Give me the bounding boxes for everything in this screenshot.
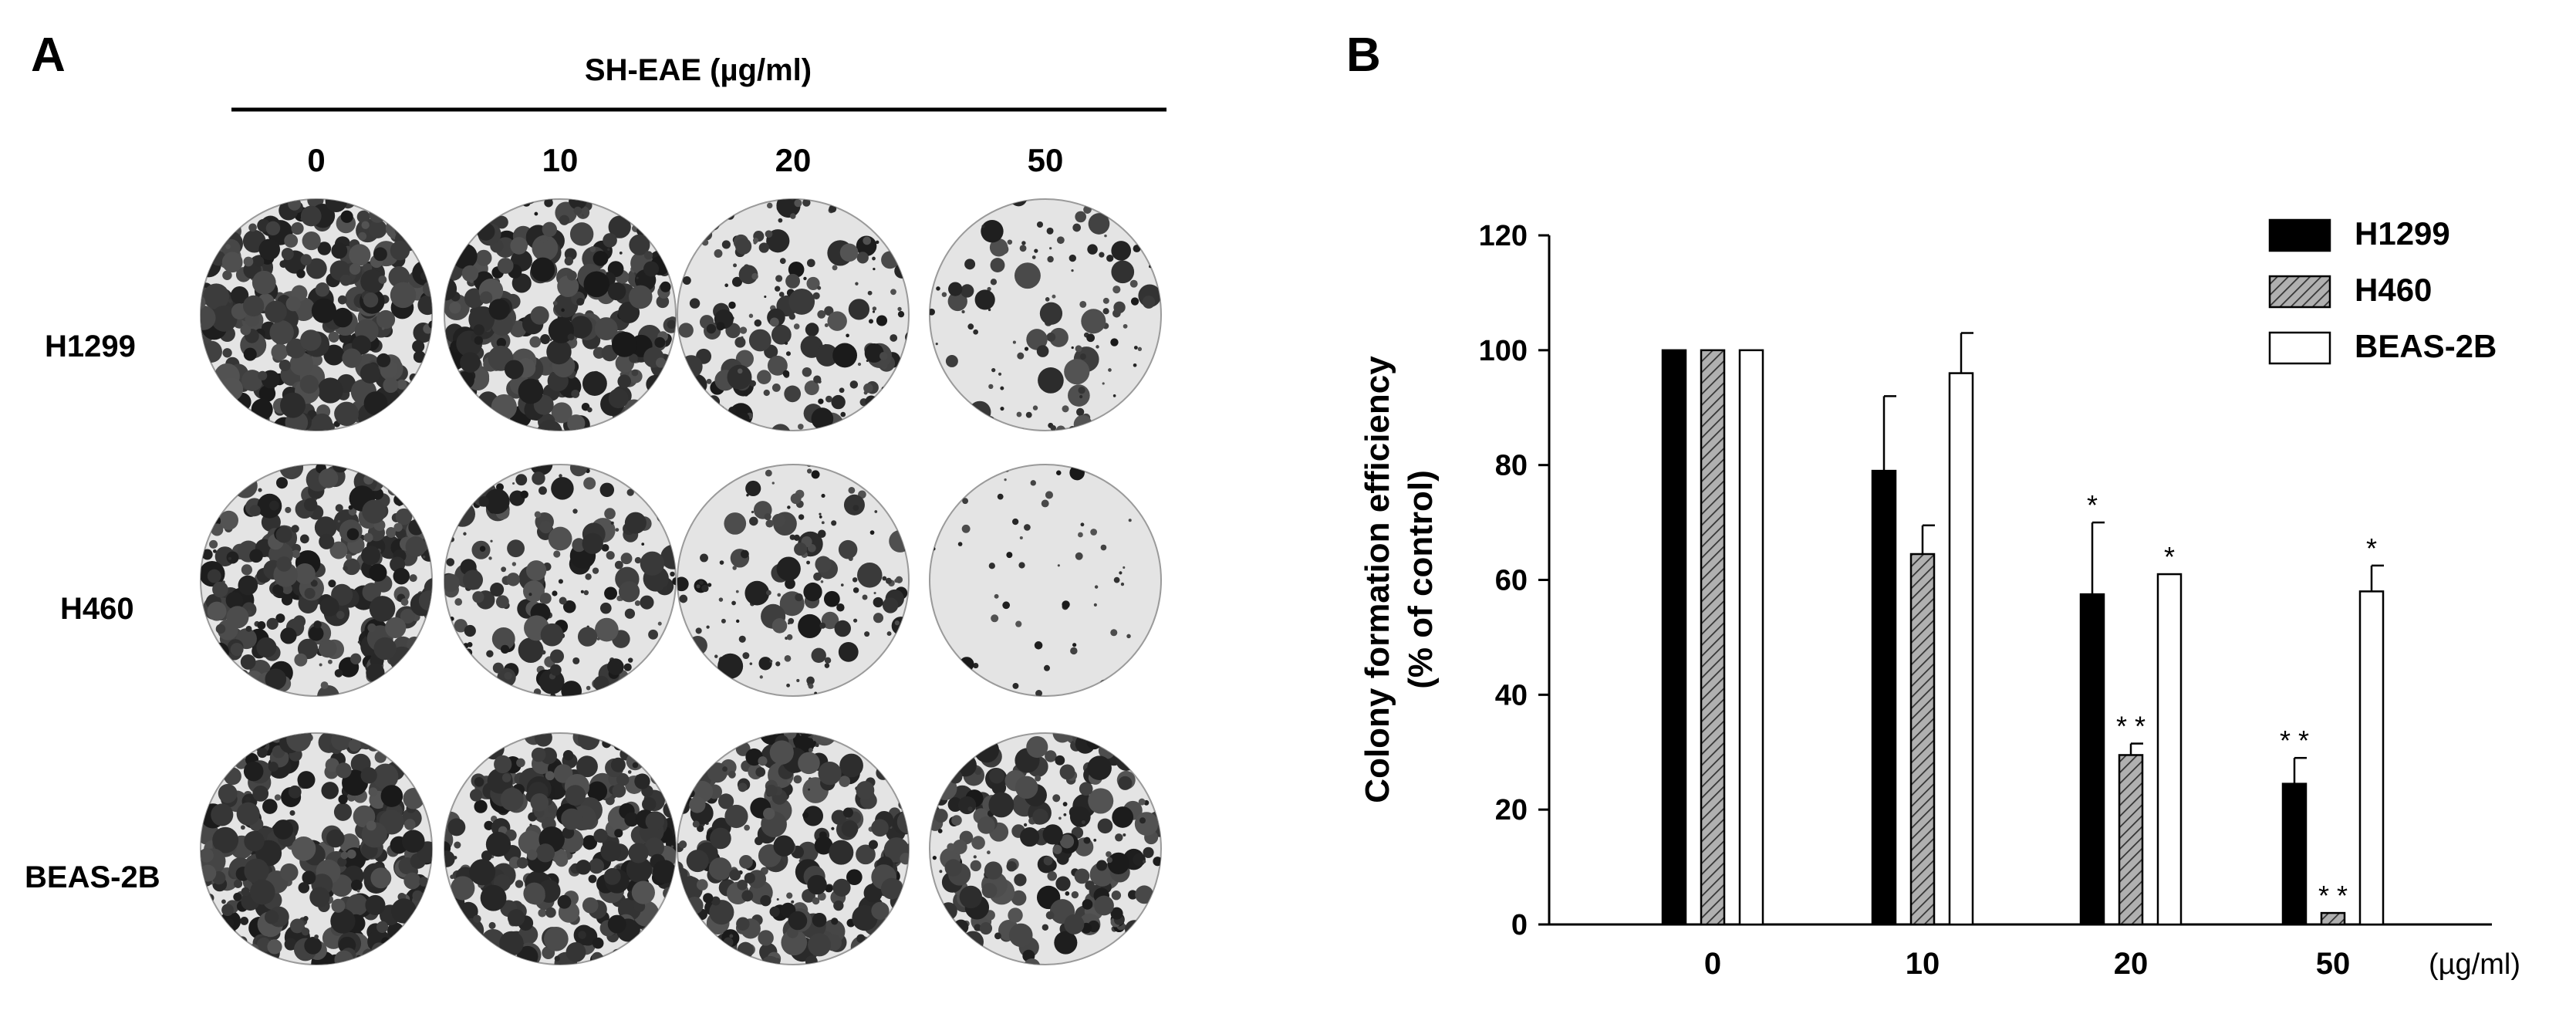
y-axis-label: Colony formation efficiency (% of control… (1359, 356, 1440, 803)
concentration-label-50: 50 (1028, 142, 1064, 178)
colony-dish (677, 464, 910, 697)
panel-a-label: A (31, 29, 66, 82)
y-tick-label: 0 (1511, 909, 1528, 941)
colony-dish (444, 198, 677, 431)
bar-h1299 (2281, 782, 2308, 926)
concentration-label-0: 0 (307, 142, 325, 178)
significance-mark: * (2087, 489, 2098, 521)
colony-dish (200, 198, 433, 431)
bar-h460 (1700, 349, 1726, 926)
concentration-label-20: 20 (775, 142, 812, 178)
legend-swatch-h460 (2268, 275, 2331, 309)
y-tick-label: 20 (1495, 794, 1528, 826)
y-tick-label: 100 (1479, 335, 1528, 367)
colony-dish (677, 732, 910, 965)
colony-dish (929, 732, 1162, 965)
bar-beas-2b (2156, 573, 2183, 926)
cell-line-labels: H1299 H460 BEAS-2B (25, 330, 160, 894)
x-tick-label: 10 (1906, 947, 1940, 981)
cell-line-label-h1299: H1299 (45, 330, 136, 363)
colony-dish (677, 198, 910, 431)
cell-line-label-beas-2b: BEAS-2B (25, 860, 160, 894)
y-tick-label: 40 (1495, 679, 1528, 711)
colony-dish (200, 464, 433, 697)
legend-label-beas-2b: BEAS-2B (2355, 328, 2497, 364)
legend-swatch-beas-2b (2268, 331, 2331, 365)
bar-h1299 (1871, 469, 1897, 926)
cell-line-label-h460: H460 (60, 592, 134, 626)
concentration-label-10: 10 (542, 142, 579, 178)
bar-beas-2b (2358, 590, 2385, 926)
bar-beas-2b (1738, 349, 1764, 926)
colony-dish (444, 732, 677, 965)
colony-dish (200, 732, 433, 965)
x-tick-label: 0 (1704, 947, 1721, 981)
legend-label-h1299: H1299 (2355, 215, 2450, 252)
bar-h1299 (2079, 593, 2105, 926)
colony-dish (929, 464, 1162, 697)
treatment-label: SH-EAE (µg/ml) (585, 53, 812, 87)
y-tick-label: 120 (1479, 220, 1528, 252)
x-tick-label: 50 (2316, 947, 2351, 981)
bar-beas-2b (1948, 372, 1974, 926)
y-tick-label: 60 (1495, 565, 1528, 597)
bar-h460 (2320, 911, 2346, 926)
colony-dish-grid (200, 198, 1162, 965)
colony-dish (929, 198, 1162, 431)
y-tick-label: 80 (1495, 450, 1528, 482)
legend-label-h460: H460 (2355, 272, 2432, 308)
colony-dish (444, 464, 677, 697)
significance-mark: * (2366, 532, 2377, 564)
bar-h460 (1909, 553, 1936, 926)
panel-a: A SH-EAE (µg/ml) 0 10 20 50 H1299 H460 B… (25, 29, 1166, 965)
legend: H1299 H460 BEAS-2B (2268, 215, 2497, 365)
significance-mark: * (2164, 541, 2175, 573)
x-axis-unit-label: (µg/ml) (2429, 948, 2520, 981)
significance-mark: * * (2318, 880, 2348, 911)
bar-h460 (2118, 754, 2144, 926)
legend-swatch-h1299 (2268, 218, 2331, 252)
bar-h1299 (1661, 349, 1687, 926)
panel-b-label: B (1346, 29, 1381, 82)
concentration-labels: 0 10 20 50 (307, 142, 1063, 178)
x-tick-label: 20 (2114, 947, 2149, 981)
significance-mark: * * (2280, 725, 2309, 756)
significance-mark: * * (2116, 711, 2146, 742)
